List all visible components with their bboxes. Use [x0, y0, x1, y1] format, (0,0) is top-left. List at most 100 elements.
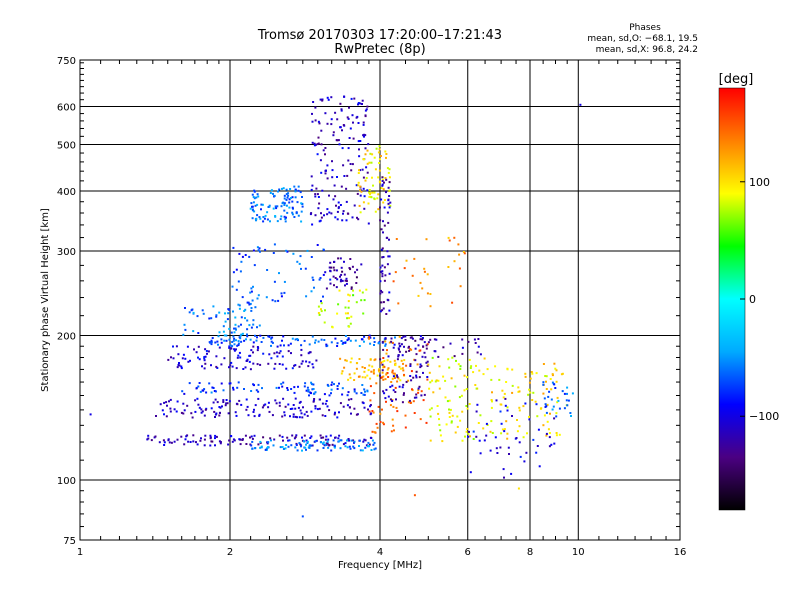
data-point	[426, 364, 429, 367]
data-point	[233, 349, 236, 352]
data-point	[215, 315, 218, 318]
data-point	[320, 302, 323, 305]
data-point	[363, 438, 366, 441]
data-point	[283, 344, 285, 347]
data-point	[312, 392, 315, 395]
data-point	[495, 399, 498, 402]
data-point	[316, 408, 319, 411]
data-point	[469, 435, 471, 438]
data-point	[340, 185, 343, 188]
data-point	[374, 210, 377, 213]
data-point	[251, 205, 254, 208]
data-point	[437, 355, 440, 358]
data-point	[232, 388, 235, 391]
data-point	[326, 405, 329, 408]
data-point	[330, 388, 333, 391]
data-point	[180, 365, 183, 368]
data-point	[547, 428, 550, 431]
data-point	[500, 422, 503, 425]
data-point	[246, 319, 249, 322]
data-point	[339, 280, 342, 283]
data-point	[317, 196, 320, 198]
data-point	[232, 339, 235, 342]
data-point	[579, 103, 582, 106]
data-point	[275, 207, 278, 210]
data-point	[270, 344, 272, 347]
data-point	[317, 312, 320, 314]
data-point	[272, 252, 275, 254]
data-point	[458, 267, 461, 270]
data-point	[229, 344, 232, 347]
data-point	[282, 439, 284, 442]
data-point	[305, 443, 307, 446]
data-point	[347, 391, 350, 394]
data-point	[169, 407, 172, 410]
data-point	[284, 405, 287, 408]
data-point	[155, 415, 157, 417]
data-point	[285, 216, 287, 219]
data-point	[362, 187, 365, 190]
data-point	[234, 411, 237, 414]
data-point	[173, 440, 176, 443]
data-point	[254, 334, 256, 337]
data-point	[379, 374, 381, 377]
data-point	[355, 413, 358, 416]
data-point	[289, 408, 292, 410]
data-point	[392, 375, 395, 378]
data-point	[195, 387, 198, 390]
data-point	[405, 259, 408, 262]
data-point	[222, 401, 225, 403]
data-point	[381, 340, 384, 343]
data-point	[243, 339, 246, 342]
data-point	[339, 257, 342, 260]
data-point	[372, 369, 375, 372]
data-point	[459, 365, 462, 368]
data-point	[374, 447, 377, 450]
data-point	[353, 407, 356, 410]
data-point	[237, 303, 240, 306]
data-point	[175, 345, 178, 348]
data-point	[483, 357, 486, 360]
data-point	[390, 381, 393, 383]
data-point	[253, 434, 256, 437]
data-point	[264, 248, 267, 251]
data-point	[396, 374, 398, 377]
data-point	[238, 252, 241, 255]
data-point	[256, 326, 258, 329]
data-point	[230, 435, 232, 437]
data-point	[380, 376, 383, 379]
chart-subtitle: RwPretec (8p)	[334, 42, 425, 57]
data-point	[184, 307, 186, 309]
data-point	[536, 445, 539, 447]
data-point	[380, 228, 383, 231]
data-point	[204, 434, 207, 437]
data-point	[345, 282, 348, 285]
data-point	[291, 211, 294, 214]
data-point	[283, 291, 286, 294]
data-point	[228, 327, 231, 330]
data-point	[352, 445, 355, 448]
data-point	[258, 324, 261, 327]
data-point	[286, 389, 289, 391]
data-point	[527, 393, 530, 396]
data-point	[324, 438, 327, 441]
data-point	[362, 402, 365, 405]
data-point	[223, 357, 226, 360]
data-point	[409, 402, 412, 404]
data-point	[183, 443, 186, 446]
data-point	[377, 369, 380, 372]
data-point	[438, 418, 440, 421]
data-point	[314, 391, 317, 394]
data-point	[226, 402, 229, 405]
data-point	[381, 369, 384, 372]
data-point	[395, 238, 398, 240]
data-point	[364, 153, 367, 156]
data-point	[506, 368, 509, 371]
data-point	[197, 403, 200, 406]
data-point	[284, 220, 287, 223]
data-point	[368, 189, 371, 191]
data-point	[414, 339, 417, 342]
data-point	[281, 435, 284, 438]
data-point	[402, 369, 405, 372]
